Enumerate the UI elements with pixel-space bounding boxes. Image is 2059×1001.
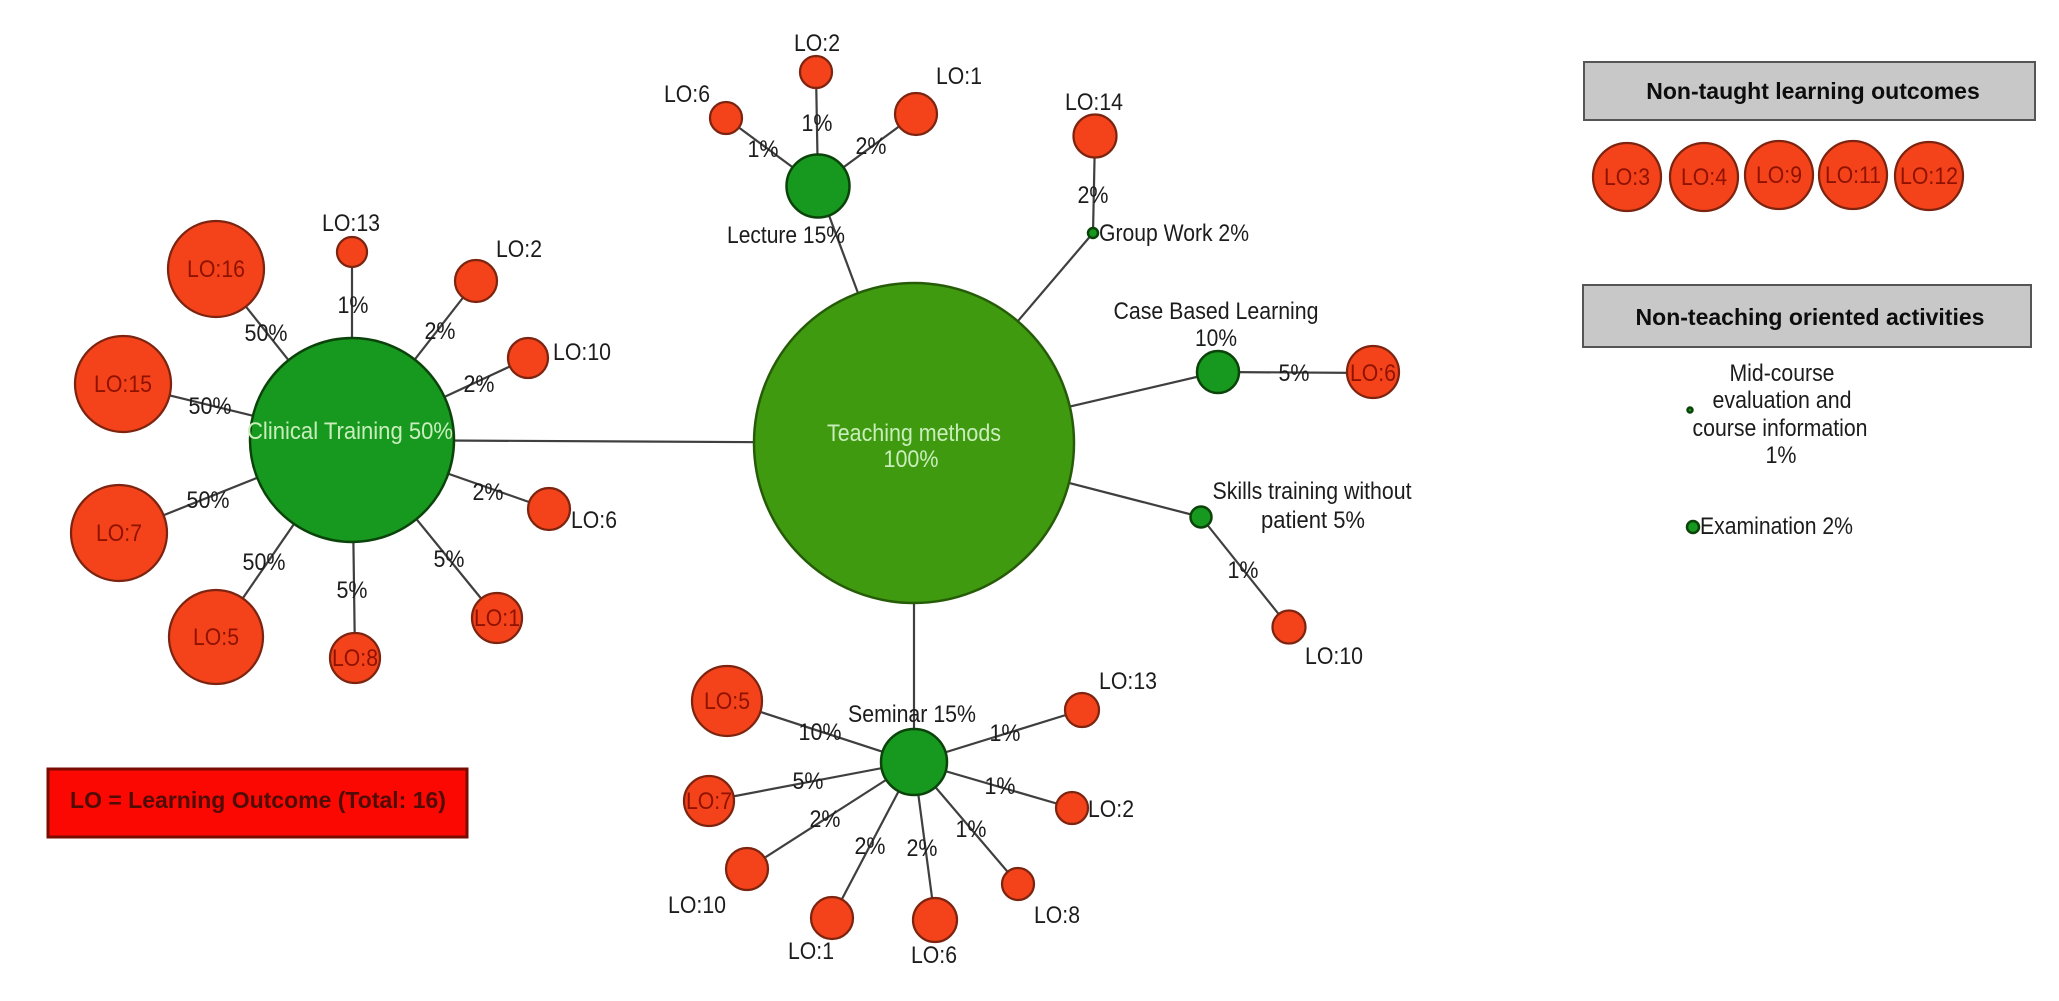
svg-text:LO:4: LO:4 xyxy=(1681,164,1727,191)
svg-text:1%: 1% xyxy=(1766,442,1797,469)
svg-text:1%: 1% xyxy=(338,292,369,319)
svg-text:2%: 2% xyxy=(1078,182,1109,209)
svg-text:5%: 5% xyxy=(793,768,824,795)
svg-text:LO:11: LO:11 xyxy=(1825,162,1881,189)
svg-text:2%: 2% xyxy=(907,835,938,862)
svg-text:LO = Learning Outcome (Total:: LO = Learning Outcome (Total: 16) xyxy=(70,787,446,813)
svg-text:Teaching methods: Teaching methods xyxy=(827,420,1001,447)
svg-text:Skills training without: Skills training without xyxy=(1213,478,1412,505)
svg-text:Examination 2%: Examination 2% xyxy=(1700,513,1853,540)
svg-text:LO:1: LO:1 xyxy=(788,938,834,965)
svg-text:5%: 5% xyxy=(337,577,368,604)
svg-text:LO:10: LO:10 xyxy=(553,339,611,366)
svg-text:LO:15: LO:15 xyxy=(94,371,152,398)
svg-text:5%: 5% xyxy=(1279,360,1310,387)
svg-text:1%: 1% xyxy=(990,720,1021,747)
svg-text:2%: 2% xyxy=(810,806,841,833)
svg-text:2%: 2% xyxy=(425,318,456,345)
svg-text:LO:6: LO:6 xyxy=(571,507,617,534)
svg-text:LO:2: LO:2 xyxy=(1088,796,1134,823)
svg-text:LO:10: LO:10 xyxy=(1305,643,1363,670)
svg-text:Lecture 15%: Lecture 15% xyxy=(727,222,845,249)
svg-text:LO:2: LO:2 xyxy=(794,30,840,57)
svg-text:1%: 1% xyxy=(748,136,779,163)
svg-text:LO:14: LO:14 xyxy=(1065,89,1123,116)
svg-text:LO:13: LO:13 xyxy=(322,210,380,237)
svg-text:2%: 2% xyxy=(856,133,887,160)
svg-text:LO:16: LO:16 xyxy=(187,256,245,283)
svg-text:1%: 1% xyxy=(802,110,833,137)
svg-text:LO:8: LO:8 xyxy=(1034,902,1080,929)
svg-text:Non-taught learning outcomes: Non-taught learning outcomes xyxy=(1646,78,1980,104)
svg-text:2%: 2% xyxy=(473,479,504,506)
svg-text:LO:5: LO:5 xyxy=(704,688,750,715)
svg-text:LO:6: LO:6 xyxy=(1350,360,1396,387)
svg-text:50%: 50% xyxy=(245,320,288,347)
svg-text:10%: 10% xyxy=(799,719,842,746)
svg-text:Mid-course: Mid-course xyxy=(1730,360,1835,387)
svg-text:Seminar 15%: Seminar 15% xyxy=(848,701,976,728)
svg-text:1%: 1% xyxy=(956,816,987,843)
svg-text:5%: 5% xyxy=(434,546,465,573)
svg-text:1%: 1% xyxy=(985,773,1016,800)
svg-text:evaluation and: evaluation and xyxy=(1713,387,1852,414)
svg-text:LO:8: LO:8 xyxy=(332,645,378,672)
svg-text:LO:6: LO:6 xyxy=(664,81,710,108)
svg-text:Case Based Learning: Case Based Learning xyxy=(1114,298,1319,325)
svg-text:LO:1: LO:1 xyxy=(936,63,982,90)
svg-text:Non-teaching oriented activiti: Non-teaching oriented activities xyxy=(1636,304,1985,330)
svg-text:LO:13: LO:13 xyxy=(1099,668,1157,695)
svg-text:LO:7: LO:7 xyxy=(96,520,142,547)
svg-text:LO:12: LO:12 xyxy=(1900,163,1958,190)
svg-text:LO:10: LO:10 xyxy=(668,892,726,919)
svg-text:LO:3: LO:3 xyxy=(1604,164,1650,191)
svg-text:50%: 50% xyxy=(243,549,286,576)
svg-text:2%: 2% xyxy=(855,833,886,860)
svg-text:LO:2: LO:2 xyxy=(496,236,542,263)
svg-text:LO:5: LO:5 xyxy=(193,624,239,651)
svg-text:LO:6: LO:6 xyxy=(911,942,957,969)
svg-text:2%: 2% xyxy=(464,371,495,398)
svg-text:1%: 1% xyxy=(1228,557,1259,584)
svg-text:10%: 10% xyxy=(1195,325,1237,352)
svg-text:100%: 100% xyxy=(884,446,939,473)
svg-text:50%: 50% xyxy=(187,487,230,514)
svg-text:LO:9: LO:9 xyxy=(1756,162,1802,189)
svg-text:LO:7: LO:7 xyxy=(686,788,732,815)
svg-text:patient 5%: patient 5% xyxy=(1261,507,1365,534)
svg-text:course information: course information xyxy=(1693,415,1868,442)
svg-text:Clinical Training 50%: Clinical Training 50% xyxy=(247,418,453,445)
svg-text:LO:1: LO:1 xyxy=(474,605,520,632)
svg-text:Group Work 2%: Group Work 2% xyxy=(1099,220,1249,247)
svg-text:50%: 50% xyxy=(189,393,232,420)
